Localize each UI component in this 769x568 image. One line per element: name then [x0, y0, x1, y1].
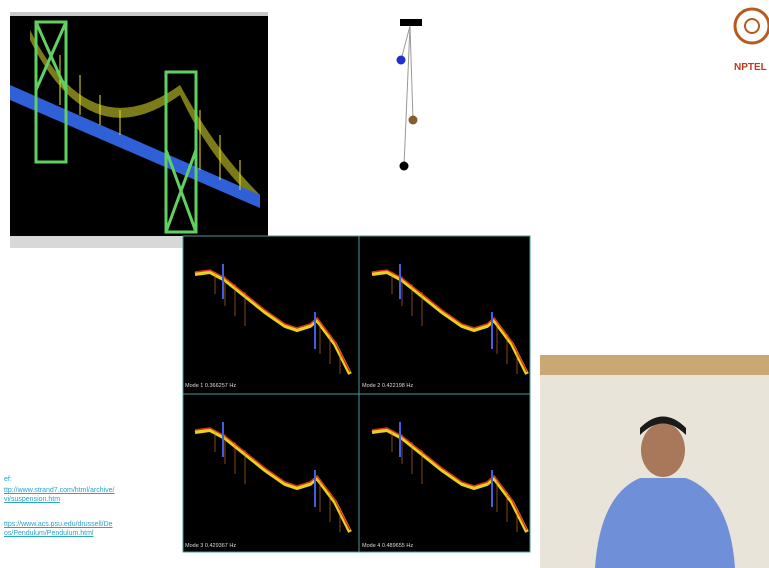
mode-label: Mode 4 0.489655 Hz: [362, 543, 413, 549]
reference-link: ttps://www.acs.psu.edu/drussell/De os/Pe…: [4, 520, 113, 538]
reference-link: ttp://www.strand7.com/html/archive/ vi/s…: [4, 486, 114, 504]
mode-label: Mode 3 0.429367 Hz: [185, 543, 236, 549]
link-line[interactable]: ttps://www.acs.psu.edu/drussell/De: [4, 520, 113, 529]
slide-graphics: NPTEL Mode 1 0.366257 Hz Mode 2 0.422198…: [0, 0, 769, 568]
link-line[interactable]: vi/suspension.htm: [4, 495, 114, 504]
slide: NPTEL Mode 1 0.366257 Hz Mode 2 0.422198…: [0, 0, 769, 568]
mode-label: Mode 2 0.422198 Hz: [362, 383, 413, 389]
title-bar: [10, 12, 268, 16]
presenter-video: [540, 355, 769, 568]
link-line[interactable]: ttp://www.strand7.com/html/archive/: [4, 486, 114, 495]
nptel-logo: NPTEL: [734, 9, 769, 73]
reference-heading: ef:: [4, 475, 12, 484]
mode-label: Mode 1 0.366257 Hz: [185, 383, 236, 389]
link-line[interactable]: os/Pendulum/Pendulum.html: [4, 529, 113, 538]
logo-text: NPTEL: [734, 62, 767, 73]
pendulum: [397, 19, 423, 171]
